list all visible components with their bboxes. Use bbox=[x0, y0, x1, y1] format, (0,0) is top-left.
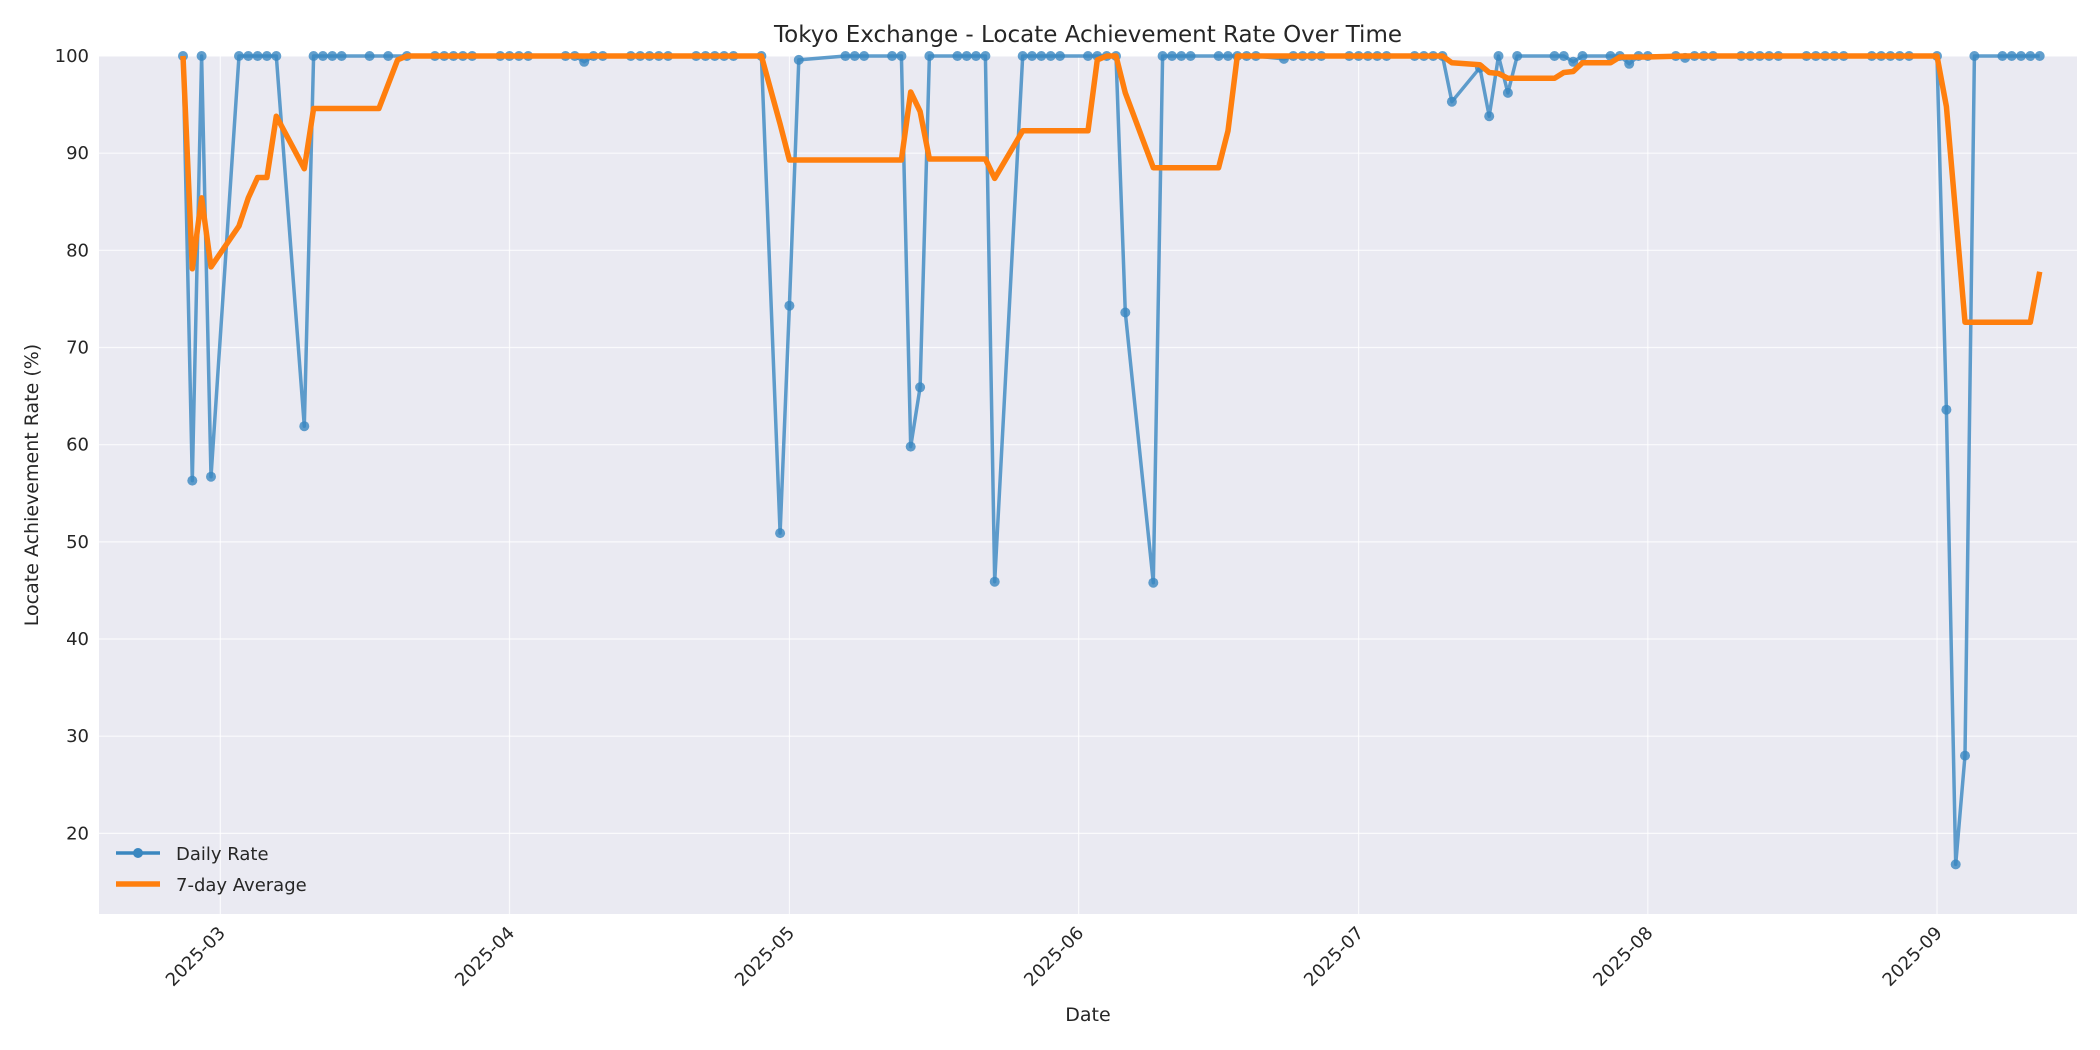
data-point-marker bbox=[327, 51, 338, 61]
data-point-marker bbox=[299, 421, 310, 432]
data-point-marker bbox=[1017, 51, 1028, 61]
data-point-marker bbox=[849, 51, 860, 61]
data-point-marker bbox=[1512, 51, 1523, 61]
x-axis-ticks: 2025-03 2025-04 2025-05 2025-06 2025-07 2025-… bbox=[162, 923, 1947, 991]
data-point-marker bbox=[840, 51, 851, 61]
data-point-marker bbox=[989, 576, 1000, 587]
y-tick-label: 40 bbox=[66, 629, 89, 650]
data-point-marker bbox=[1185, 51, 1196, 61]
data-point-marker bbox=[887, 51, 898, 61]
y-tick-label: 100 bbox=[55, 46, 89, 67]
legend-label-daily-rate: Daily Rate bbox=[176, 844, 269, 865]
x-tick-label: 2025-07 bbox=[1300, 923, 1368, 991]
chart-title: Tokyo Exchange - Locate Achievement Rate… bbox=[773, 22, 1402, 48]
data-point-marker bbox=[1167, 51, 1177, 61]
data-point-marker bbox=[1568, 56, 1579, 67]
data-point-marker bbox=[1997, 51, 2008, 61]
data-point-marker bbox=[1502, 87, 1513, 98]
data-point-marker bbox=[952, 51, 963, 61]
data-point-marker bbox=[187, 475, 198, 486]
data-point-marker bbox=[1969, 51, 1980, 61]
data-point-marker bbox=[1950, 859, 1961, 870]
x-tick-label: 2025-06 bbox=[1020, 923, 1088, 991]
y-axis-label: Locate Achievement Rate (%) bbox=[21, 344, 43, 626]
data-point-marker bbox=[243, 51, 254, 61]
data-point-marker bbox=[317, 51, 328, 61]
data-point-marker bbox=[775, 528, 786, 539]
y-tick-label: 20 bbox=[66, 823, 89, 844]
data-point-marker bbox=[196, 51, 207, 61]
data-point-marker bbox=[2034, 51, 2045, 61]
data-point-marker bbox=[1577, 51, 1588, 61]
y-tick-label: 80 bbox=[66, 240, 89, 261]
data-point-marker bbox=[336, 51, 347, 61]
data-point-marker bbox=[924, 51, 935, 61]
grid-lines bbox=[99, 55, 2077, 914]
data-point-marker bbox=[252, 51, 263, 61]
data-point-marker bbox=[784, 300, 795, 311]
data-point-marker bbox=[793, 54, 804, 65]
y-tick-label: 90 bbox=[66, 143, 89, 164]
data-point-marker bbox=[915, 382, 926, 393]
data-point-marker bbox=[1493, 51, 1504, 61]
data-point-marker bbox=[206, 471, 216, 482]
data-point-marker bbox=[1045, 51, 1056, 61]
data-point-marker bbox=[1120, 307, 1131, 318]
plot-area bbox=[99, 56, 2077, 914]
data-point-marker bbox=[1055, 51, 1065, 61]
data-point-marker bbox=[961, 51, 972, 61]
y-tick-label: 50 bbox=[66, 532, 89, 553]
data-point-marker bbox=[1157, 51, 1168, 61]
data-point-marker bbox=[383, 51, 394, 61]
data-point-marker bbox=[1148, 577, 1159, 588]
data-point-marker bbox=[1484, 111, 1495, 122]
data-point-marker bbox=[2025, 51, 2036, 61]
data-point-marker bbox=[1176, 51, 1187, 61]
data-point-marker bbox=[971, 51, 981, 61]
data-point-marker bbox=[1624, 58, 1635, 69]
data-point-marker bbox=[1960, 750, 1970, 761]
data-point-marker bbox=[905, 441, 916, 452]
legend-label-7day-average: 7-day Average bbox=[176, 875, 307, 896]
data-point-marker bbox=[234, 51, 244, 61]
data-point-marker bbox=[980, 51, 991, 61]
data-point-marker bbox=[1223, 51, 1233, 61]
data-point-marker bbox=[579, 56, 590, 67]
x-tick-label: 2025-09 bbox=[1879, 923, 1947, 991]
y-tick-label: 30 bbox=[66, 726, 89, 747]
data-point-marker bbox=[896, 51, 907, 61]
y-axis-ticks: 20 30 40 50 60 70 80 90 100 bbox=[55, 46, 89, 844]
data-point-marker bbox=[1027, 51, 1037, 61]
data-point-marker bbox=[1213, 51, 1224, 61]
data-point-marker bbox=[261, 51, 272, 61]
data-point-marker bbox=[271, 51, 282, 61]
data-point-marker bbox=[2006, 51, 2017, 61]
data-point-marker bbox=[1558, 51, 1569, 61]
legend: Daily Rate 7-day Average bbox=[116, 844, 307, 896]
x-tick-label: 2025-05 bbox=[731, 923, 799, 991]
series-lines bbox=[178, 51, 2045, 870]
data-point-marker bbox=[1083, 51, 1093, 61]
data-point-marker bbox=[364, 51, 375, 61]
data-point-marker bbox=[1036, 51, 1047, 61]
data-point-marker bbox=[308, 51, 319, 61]
y-tick-label: 70 bbox=[66, 338, 89, 359]
x-tick-label: 2025-08 bbox=[1589, 923, 1657, 991]
data-point-marker bbox=[1941, 404, 1952, 415]
legend-marker-icon bbox=[133, 848, 143, 858]
x-tick-label: 2025-03 bbox=[162, 923, 230, 991]
x-axis-label: Date bbox=[1065, 1004, 1110, 1026]
y-tick-label: 60 bbox=[66, 435, 89, 456]
data-point-marker bbox=[1549, 51, 1560, 61]
data-point-marker bbox=[2016, 51, 2026, 61]
data-point-marker bbox=[1446, 96, 1457, 107]
seven-day-average-line bbox=[180, 53, 2043, 325]
x-tick-label: 2025-04 bbox=[451, 923, 519, 991]
data-point-marker bbox=[859, 51, 870, 61]
